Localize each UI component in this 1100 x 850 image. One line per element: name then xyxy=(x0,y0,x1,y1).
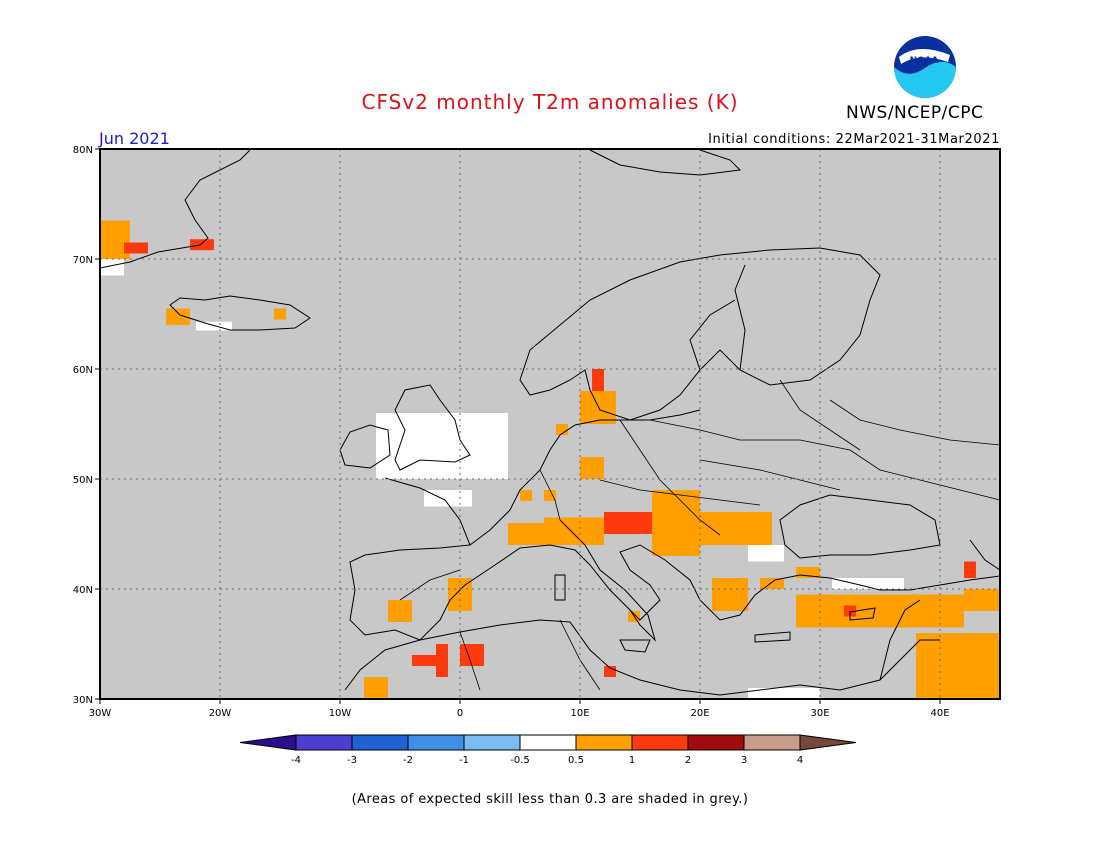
anomaly-cell xyxy=(274,308,286,320)
anomaly-cell xyxy=(964,561,976,578)
lat-tick-label: 50N xyxy=(73,475,93,486)
colorbar-label: 1 xyxy=(629,755,635,766)
anomaly-cell xyxy=(424,490,472,507)
colorbar-arrow-high xyxy=(799,734,857,751)
colorbar-box xyxy=(519,734,577,751)
agency-label: NWS/NCEP/CPC xyxy=(846,103,984,123)
anomaly-cell xyxy=(376,413,508,479)
anomaly-cell xyxy=(580,457,604,479)
anomaly-cell xyxy=(796,567,820,578)
anomaly-cell xyxy=(544,517,604,545)
chart-title: CFSv2 monthly T2m anomalies (K) xyxy=(361,90,739,114)
colorbar-box xyxy=(295,734,353,751)
lon-tick-label: 20W xyxy=(209,708,232,719)
anomaly-cell xyxy=(916,633,1000,699)
coastlines xyxy=(99,149,1001,696)
colorbar-label: 4 xyxy=(797,755,803,766)
anomaly-cell xyxy=(100,259,124,276)
colorbar-label: -1 xyxy=(459,755,469,766)
anomaly-cell xyxy=(520,490,532,501)
lat-tick-label: 40N xyxy=(73,585,93,596)
anomaly-cell xyxy=(760,578,784,589)
colorbar-label: -2 xyxy=(403,755,413,766)
lon-tick-label: 30E xyxy=(810,708,829,719)
anomaly-cell xyxy=(964,589,1000,611)
colorbar-box xyxy=(575,734,633,751)
colorbar-label: 0.5 xyxy=(568,755,584,766)
lat-tick-label: 60N xyxy=(73,365,93,376)
colorbar-box xyxy=(407,734,465,751)
anomaly-cell xyxy=(556,424,568,435)
lon-tick-label: 10W xyxy=(329,708,352,719)
lon-tick-label: 30W xyxy=(89,708,112,719)
initial-conditions-label: Initial conditions: 22Mar2021-31Mar2021 xyxy=(708,132,1000,147)
anomaly-cell xyxy=(604,512,652,534)
anomaly-cell xyxy=(592,369,604,391)
anomaly-cell xyxy=(604,666,616,677)
anomaly-cell xyxy=(166,308,190,325)
anomaly-cell xyxy=(832,578,904,589)
colorbar-box xyxy=(351,734,409,751)
anomaly-cell xyxy=(436,644,448,677)
anomaly-cell xyxy=(748,545,784,562)
anomaly-cell xyxy=(388,600,412,622)
map-frame xyxy=(99,148,1001,700)
colorbar-label: -4 xyxy=(291,755,301,766)
logo-text: NOAA xyxy=(910,56,939,66)
colorbar-label: -3 xyxy=(347,755,357,766)
anomaly-cell xyxy=(580,391,616,424)
colorbar-box xyxy=(743,734,801,751)
colorbar-box xyxy=(687,734,745,751)
colorbar-box xyxy=(463,734,521,751)
anomaly-cell xyxy=(364,677,388,699)
colorbar-label: -0.5 xyxy=(510,755,530,766)
anomaly-cell xyxy=(712,578,748,611)
valid-month-label: Jun 2021 xyxy=(99,129,170,148)
anomaly-cell xyxy=(796,594,964,628)
lat-tick-label: 80N xyxy=(73,145,93,156)
colorbar-label: 3 xyxy=(741,755,747,766)
axis-ticks: 30W 20W 10W 0 10E 20E 30E 40E 30N 40N 50N 60N 70N 80N xyxy=(73,145,950,719)
anomaly-cell xyxy=(196,321,232,331)
anomaly-cell xyxy=(652,490,700,556)
lon-tick-label: 0 xyxy=(457,708,463,719)
colorbar-label: 2 xyxy=(685,755,691,766)
anomaly-cell xyxy=(190,239,214,251)
anomaly-cell xyxy=(124,242,148,254)
lat-tick-label: 70N xyxy=(73,255,93,266)
colorbar-arrow-low xyxy=(239,734,297,751)
lat-tick-label: 30N xyxy=(73,695,93,706)
colorbar-box xyxy=(631,734,689,751)
skill-note: (Areas of expected skill less than 0.3 a… xyxy=(351,792,749,807)
lon-tick-label: 20E xyxy=(690,708,709,719)
anomaly-cell xyxy=(412,655,448,666)
anomaly-cell xyxy=(748,688,820,699)
anomaly-cell xyxy=(844,605,856,617)
anomaly-cell xyxy=(544,490,556,501)
lon-tick-label: 40E xyxy=(930,708,949,719)
lon-tick-label: 10E xyxy=(570,708,589,719)
map-gridlines xyxy=(100,149,1000,699)
